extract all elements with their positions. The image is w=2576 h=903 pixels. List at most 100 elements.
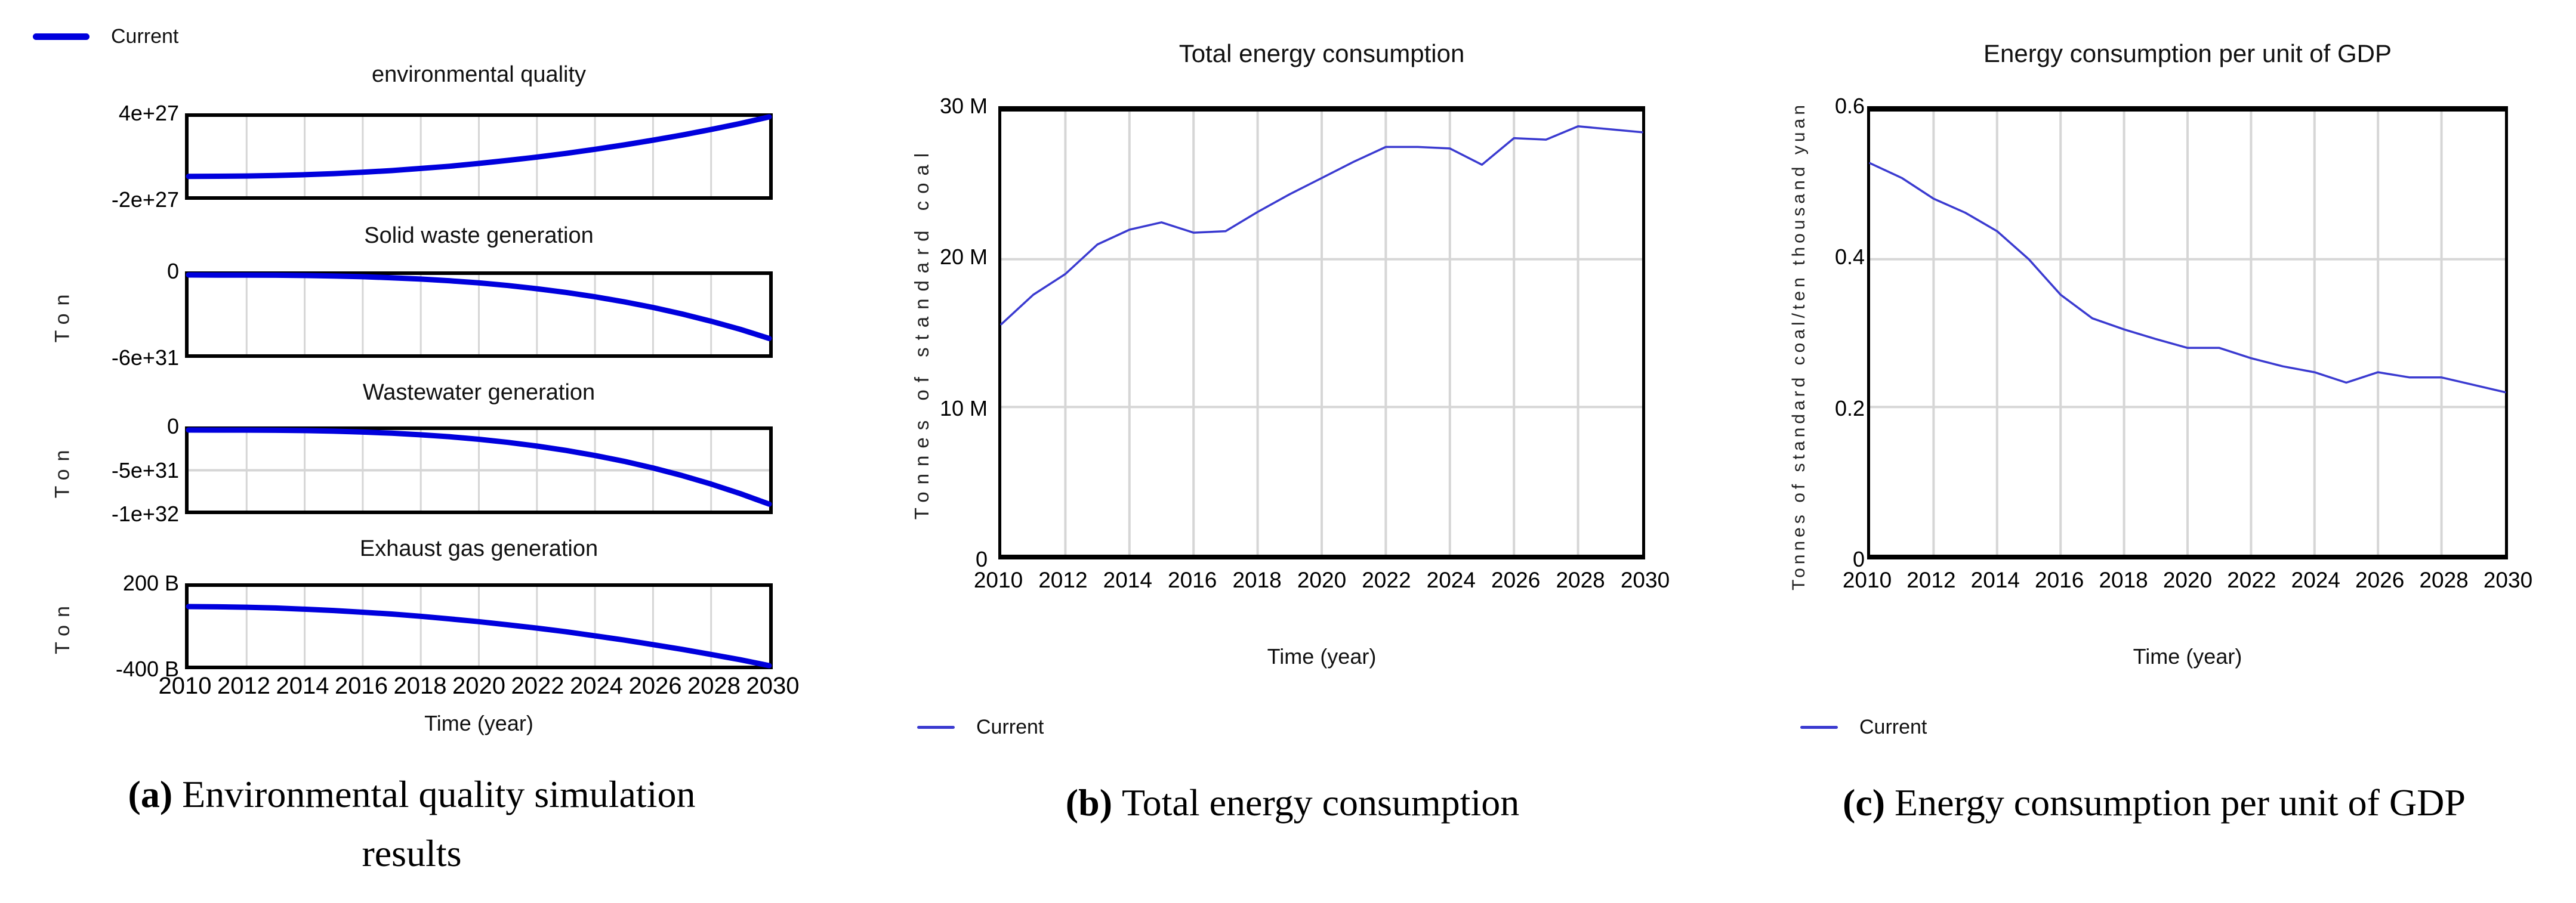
y-tick-label: 0.2 (1834, 395, 1865, 420)
y-axis-label-ton-solid-waste: Ton (51, 286, 74, 343)
x-tick-label: 2012 (1038, 568, 1088, 592)
chart-title-wastewater: Wastewater generation (362, 380, 596, 405)
y-tick-label: -5e+31 (111, 457, 179, 483)
caption-a-line1: (a) Environmental quality simulation (12, 765, 812, 824)
legend-line-icon (1800, 726, 1838, 729)
x-tick-label: 2014 (1970, 568, 2020, 592)
plot-wastewater (185, 426, 773, 514)
chart-title-environmental-quality: environmental quality (371, 62, 587, 87)
y-tick-label: 0 (1852, 547, 1865, 571)
x-tick-label: 2028 (687, 673, 741, 699)
x-tick-label: 2024 (2291, 568, 2340, 592)
y-axis-label-ton-exhaust: Ton (51, 598, 74, 654)
caption-b: (b) Total energy consumption (835, 773, 1750, 832)
caption-b-text: Total energy consumption (1122, 781, 1520, 824)
legend-label: Current (1859, 716, 1927, 738)
x-tick-label: 2016 (1168, 568, 1217, 592)
legend-line-icon (33, 33, 90, 40)
caption-b-tag: (b) (1065, 781, 1112, 824)
x-tick-label: 2010 (973, 568, 1023, 592)
x-tick-label: 2018 (2099, 568, 2148, 592)
x-tick-label: 2016 (335, 673, 388, 699)
y-tick-label: 10 M (939, 395, 988, 420)
caption-a: (a) Environmental quality simulation resu… (12, 765, 812, 883)
caption-a-text: Environmental quality simulation (182, 773, 696, 815)
x-tick-label: 2026 (1491, 568, 1541, 592)
legend-current-top: Current (33, 25, 178, 48)
x-axis-total-energy: 2010 2012 2014 2016 2018 2020 2022 2024 2026 2028… (974, 568, 1670, 596)
x-tick-label: 2020 (2162, 568, 2213, 592)
line-series-energy-per-gdp (1869, 112, 2506, 555)
y-tick-label: 20 M (939, 245, 988, 270)
x-tick-label: 2028 (1556, 568, 1605, 592)
x-axis-energy-per-gdp: 2010 2012 2014 2016 2018 2020 2022 2024 2026 2028… (1843, 568, 2532, 596)
plot-environmental-quality (185, 113, 773, 200)
plot-energy-per-gdp (1867, 106, 2508, 559)
x-tick-label: 2022 (2227, 568, 2276, 592)
caption-c: (c) Energy consumption per unit of GDP (1730, 773, 2576, 832)
panel-b: Total energy consumption Tonnes of stand… (835, 0, 1730, 903)
x-tick-label: 2010 (1842, 568, 1892, 592)
x-tick-label: 2012 (1906, 568, 1956, 592)
y-tick-label: 0 (166, 259, 179, 283)
y-axis-environmental-quality: 4e+27 -2e+27 (36, 101, 179, 212)
x-tick-label: 2018 (393, 673, 447, 699)
line-series-environmental-quality (186, 114, 772, 196)
line-series-wastewater (186, 427, 772, 511)
legend-label: Current (976, 716, 1044, 738)
y-tick-label: 30 M (939, 94, 988, 118)
x-tick-label: 2010 (158, 673, 212, 699)
x-tick-label: 2014 (1103, 568, 1152, 592)
y-tick-label: 0.6 (1834, 94, 1865, 118)
plot-exhaust-gas (185, 583, 773, 669)
plot-total-energy (998, 106, 1645, 559)
x-axis-panel-a: 2010 2012 2014 2016 2018 2020 2022 2024 2026 2028… (159, 673, 800, 704)
y-tick-label: -1e+32 (111, 502, 179, 526)
x-axis-label-total-energy: Time (year) (1267, 644, 1377, 669)
legend-line-icon (917, 726, 955, 729)
plot-solid-waste (185, 271, 773, 358)
panel-c: Energy consumption per unit of GDP Tonne… (1730, 0, 2576, 903)
y-axis-label-ton-wastewater: Ton (51, 442, 74, 499)
legend-current-c: Current (1800, 716, 1927, 739)
x-tick-label: 2030 (1620, 568, 1670, 592)
y-tick-label: 0 (166, 414, 179, 438)
chart-title-total-energy: Total energy consumption (1179, 39, 1465, 67)
x-tick-label: 2014 (276, 673, 329, 699)
x-tick-label: 2020 (1297, 568, 1347, 592)
x-tick-label: 2024 (570, 673, 623, 699)
legend-label: Current (111, 25, 179, 48)
x-tick-label: 2026 (628, 673, 682, 699)
x-tick-label: 2016 (2035, 568, 2084, 592)
caption-c-text: Energy consumption per unit of GDP (1895, 781, 2466, 824)
x-tick-label: 2030 (2483, 568, 2533, 592)
x-tick-label: 2030 (746, 673, 800, 699)
x-tick-label: 2026 (2355, 568, 2405, 592)
line-series-solid-waste (186, 272, 772, 354)
line-series-exhaust-gas (186, 587, 772, 669)
x-tick-label: 2020 (452, 673, 505, 699)
caption-a-tag: (a) (128, 773, 173, 815)
chart-title-solid-waste: Solid waste generation (364, 223, 594, 248)
caption-a-line2: results (362, 832, 462, 875)
x-tick-label: 2022 (1362, 568, 1411, 592)
line-series-total-energy (1000, 112, 1643, 555)
y-tick-label: 4e+27 (118, 101, 179, 125)
x-tick-label: 2012 (217, 673, 270, 699)
y-tick-label: 0 (975, 547, 988, 571)
x-tick-label: 2024 (1426, 568, 1476, 592)
y-tick-label: -2e+27 (111, 187, 179, 212)
caption-c-tag: (c) (1843, 781, 1886, 824)
chart-title-energy-per-gdp: Energy consumption per unit of GDP (1983, 39, 2392, 67)
x-axis-label-energy-per-gdp: Time (year) (2133, 644, 2242, 669)
y-tick-label: 200 B (122, 571, 179, 595)
y-tick-label: 0.4 (1834, 245, 1865, 270)
x-axis-label-panel-a: Time (year) (424, 711, 533, 735)
x-tick-label: 2022 (511, 673, 564, 699)
chart-title-exhaust-gas: Exhaust gas generation (359, 536, 599, 561)
panel-a: Current environmental quality 4e+27 -2e+2… (0, 0, 835, 903)
x-tick-label: 2018 (1232, 568, 1282, 592)
y-tick-label: -6e+31 (111, 345, 179, 370)
x-tick-label: 2028 (2419, 568, 2469, 592)
